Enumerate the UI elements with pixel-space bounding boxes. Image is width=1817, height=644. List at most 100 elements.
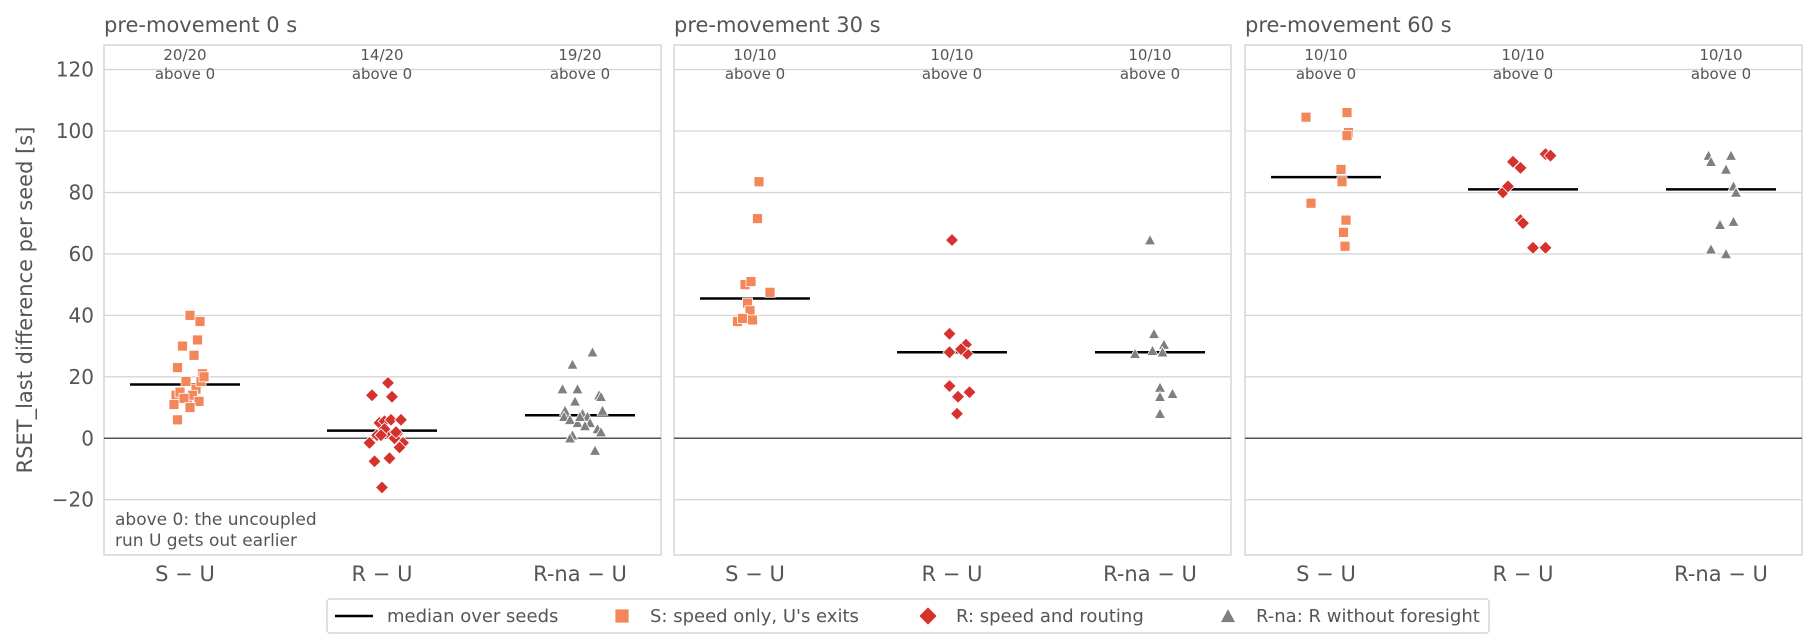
data-point (1335, 164, 1347, 175)
data-point (563, 431, 577, 444)
data-point (374, 480, 390, 495)
count-note: above 0 (550, 65, 610, 83)
data-point (578, 419, 592, 432)
data-point (1724, 149, 1738, 161)
data-point (588, 444, 602, 456)
data-point (367, 454, 382, 469)
x-tick-label: R − U (1493, 562, 1554, 586)
data-point (1156, 345, 1169, 358)
data-point (172, 362, 183, 373)
data-point (1340, 214, 1352, 226)
data-point (1704, 155, 1718, 167)
data-point (596, 404, 609, 416)
count-label: 10/10 (1501, 46, 1544, 64)
legend-box (326, 598, 1490, 634)
data-point (188, 349, 200, 361)
y-tick-label: 80 (69, 180, 94, 204)
data-point (1339, 240, 1351, 252)
data-point (962, 385, 977, 400)
count-label: 10/10 (1128, 46, 1171, 64)
data-point (949, 406, 965, 421)
panel-frame (1244, 44, 1803, 556)
data-point (1300, 111, 1312, 123)
y-tick-label: 100 (56, 119, 94, 143)
y-tick-label: 20 (69, 365, 94, 389)
data-point (384, 389, 400, 404)
data-point (184, 402, 196, 413)
data-point (1128, 347, 1142, 359)
data-point (1719, 247, 1733, 259)
count-note: above 0 (1296, 65, 1356, 83)
data-point (382, 451, 397, 466)
data-point (1538, 240, 1553, 255)
x-tick-label: S − U (725, 562, 785, 586)
count-label: 10/10 (930, 46, 973, 64)
data-point (198, 371, 210, 383)
data-point (568, 395, 582, 407)
data-point (745, 276, 757, 287)
data-point (1143, 233, 1157, 246)
y-tick-label: −20 (52, 488, 94, 512)
data-point (1153, 407, 1167, 419)
data-point (594, 425, 608, 438)
data-point (1713, 218, 1727, 230)
data-point (177, 340, 188, 352)
data-point (1729, 186, 1743, 198)
data-point (586, 345, 599, 358)
data-point (194, 316, 206, 327)
data-point (393, 412, 409, 427)
y-tick-label: 0 (81, 426, 94, 450)
data-point (192, 334, 203, 346)
data-point (573, 410, 587, 422)
count-note: above 0 (1493, 65, 1553, 83)
legend-marker-r (918, 606, 938, 626)
data-point (953, 342, 969, 357)
data-point (556, 382, 569, 395)
data-point (571, 416, 584, 428)
x-tick-label: R-na − U (1674, 562, 1768, 586)
data-point (747, 314, 758, 326)
data-point (184, 309, 196, 321)
data-point (178, 392, 190, 404)
data-point (168, 399, 180, 410)
y-tick-label: 120 (56, 58, 94, 82)
y-tick-label: 40 (69, 303, 94, 327)
data-point (1543, 148, 1558, 163)
panel-title: pre-movement 0 s (104, 13, 297, 37)
count-label: 10/10 (733, 46, 776, 64)
x-tick-label: R-na − U (533, 562, 627, 586)
legend-label: R-na: R without foresight (1256, 606, 1480, 627)
data-point (1719, 163, 1733, 175)
data-point (1338, 227, 1349, 238)
count-note: above 0 (1120, 65, 1180, 83)
data-point (1505, 154, 1521, 169)
data-point (1341, 107, 1353, 118)
data-point (380, 375, 396, 391)
x-tick-label: S − U (155, 562, 215, 586)
data-point (1166, 387, 1179, 399)
data-point (1305, 197, 1317, 209)
data-point (373, 428, 389, 443)
data-point (193, 395, 205, 407)
data-point (764, 286, 776, 298)
data-point (172, 414, 183, 426)
data-point (594, 390, 608, 402)
legend-label: S: speed only, U's exits (650, 606, 859, 627)
data-point (942, 345, 957, 360)
count-note: above 0 (1691, 65, 1751, 83)
y-axis-label: RSET_last difference per seed [s] (13, 127, 38, 474)
annotation-line-2: run U gets out earlier (115, 531, 297, 551)
data-point (1341, 130, 1353, 142)
data-point (557, 410, 571, 422)
data-point (1336, 176, 1348, 188)
data-point (383, 412, 399, 427)
data-point (571, 382, 584, 395)
annotation-line-1: above 0: the uncoupled (115, 510, 317, 530)
count-label: 20/20 (163, 46, 206, 64)
data-point (388, 425, 404, 440)
count-note: above 0 (922, 65, 982, 83)
data-point (1153, 390, 1167, 402)
data-point (944, 233, 960, 248)
legend-label: R: speed and routing (956, 606, 1144, 627)
